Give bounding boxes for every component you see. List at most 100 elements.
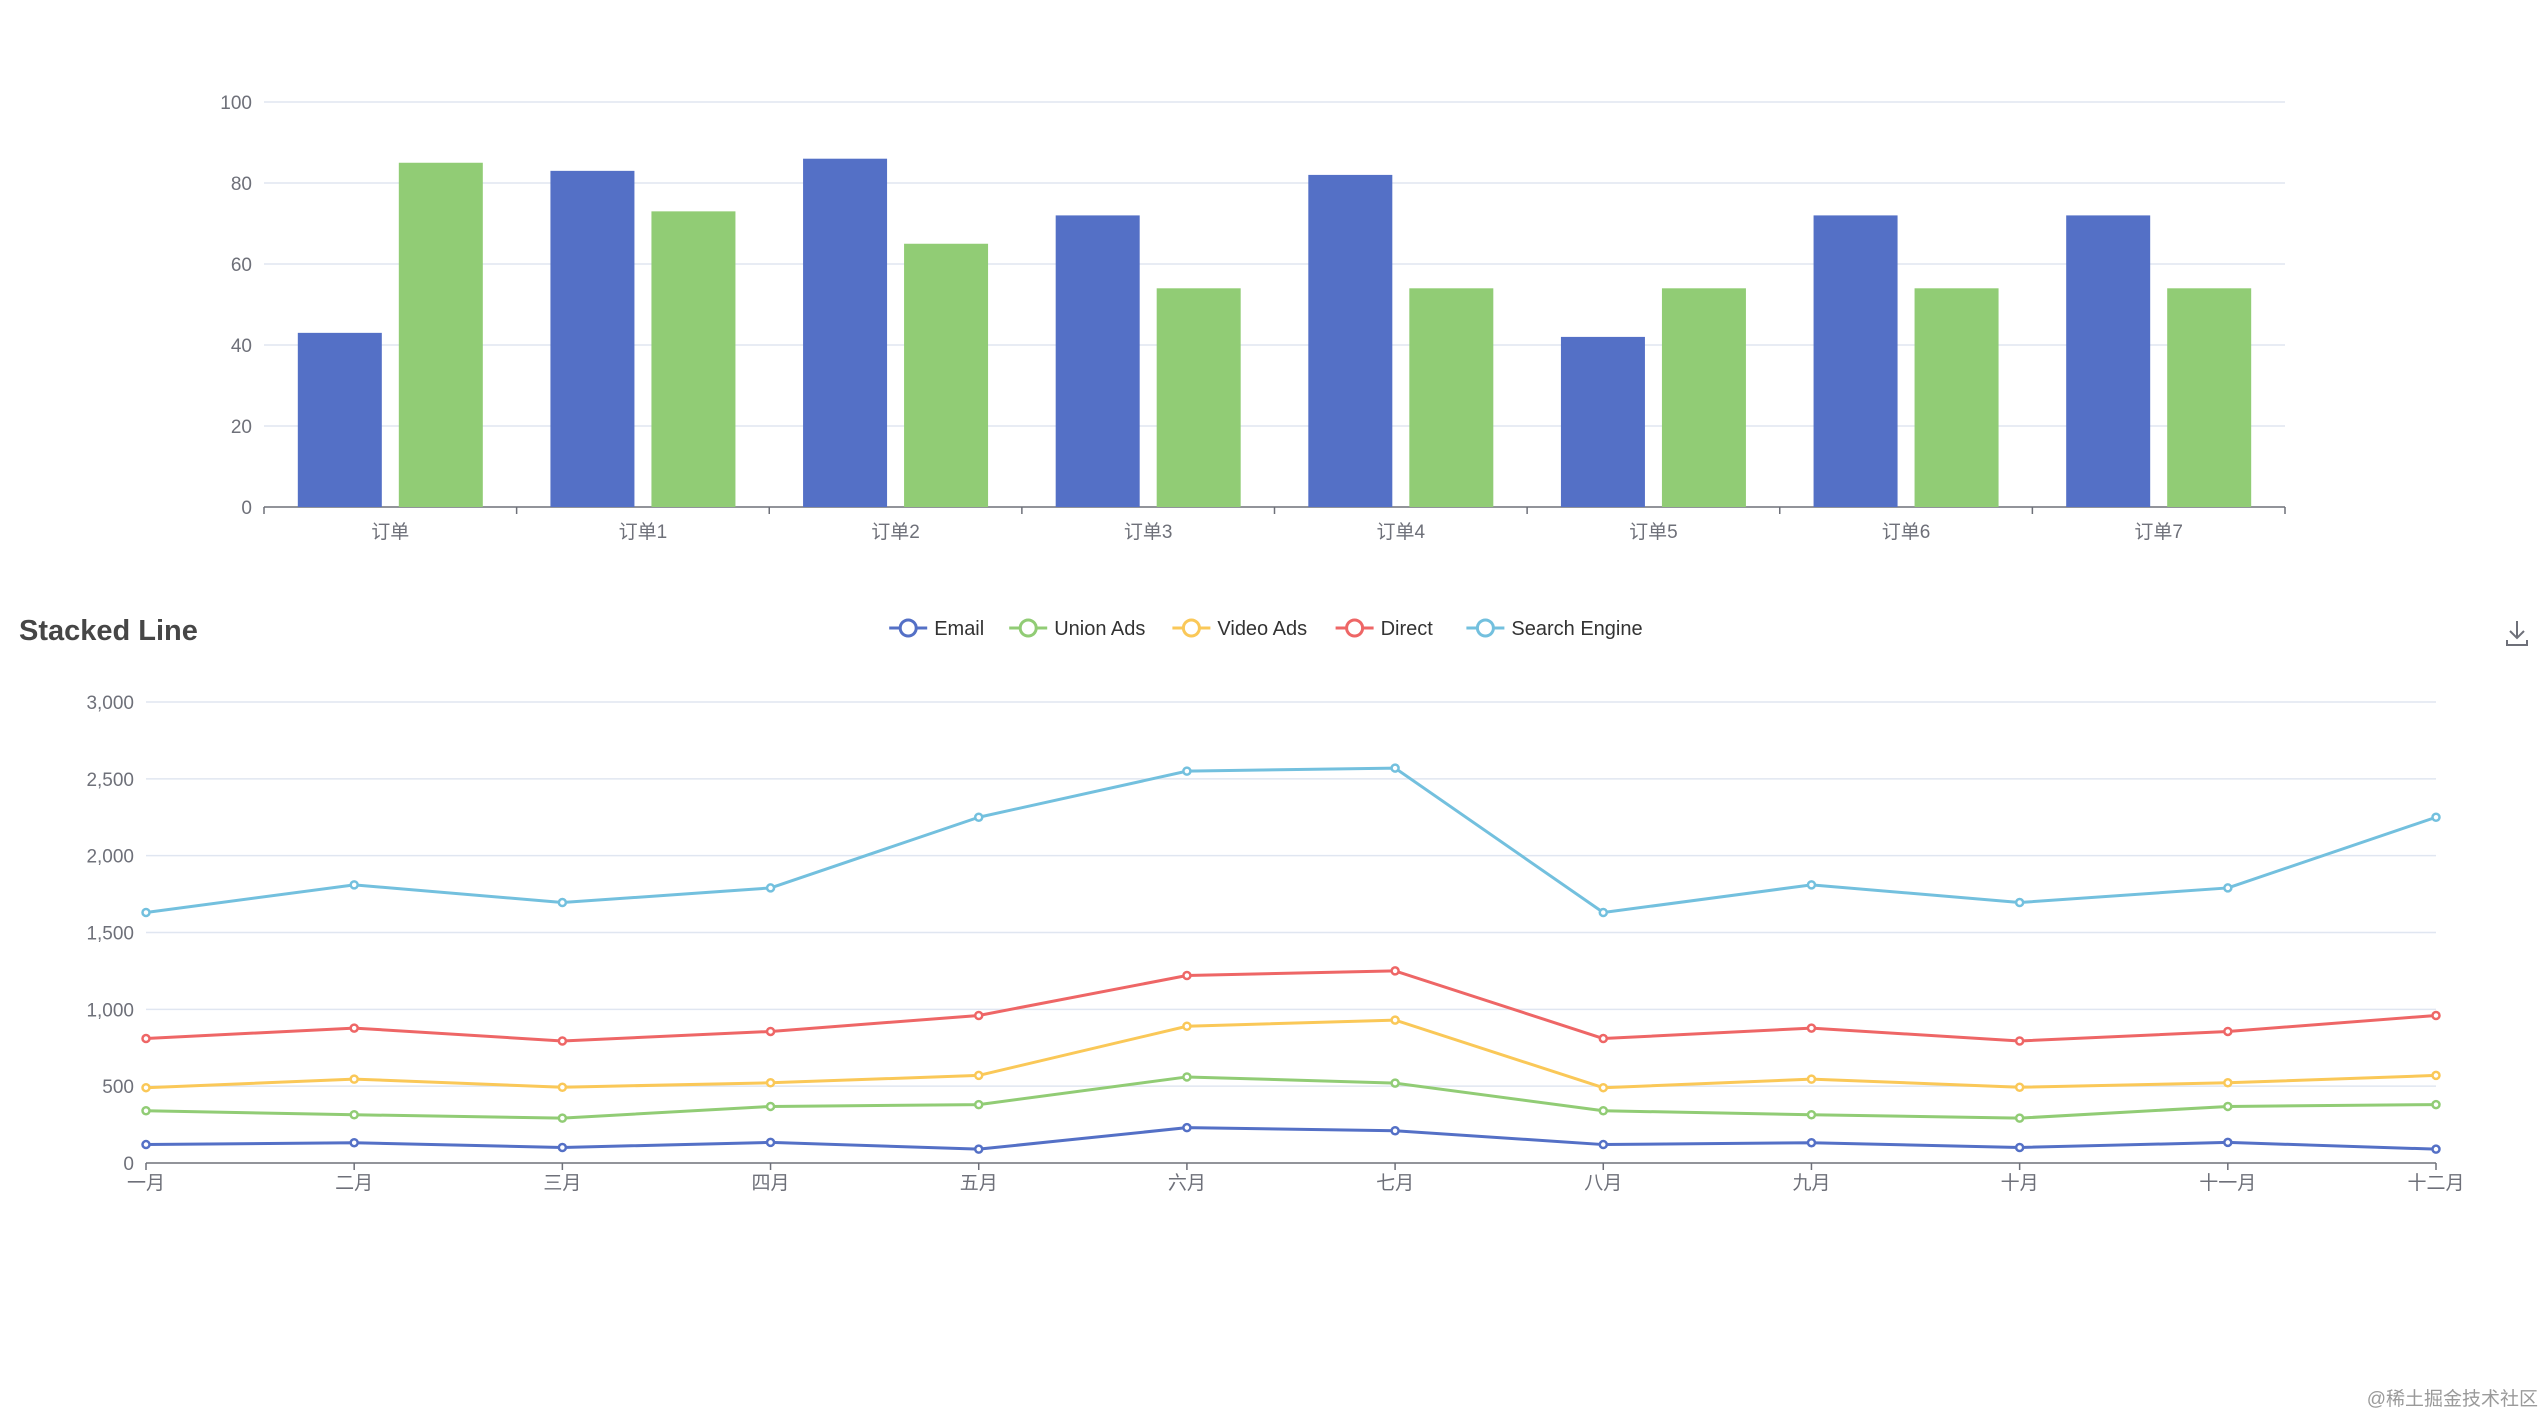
data-point [1182, 766, 1192, 776]
data-point [349, 1109, 359, 1120]
series-line [145, 1075, 2437, 1120]
legend-label: Video Ads [1217, 618, 1307, 640]
legend-marker [1345, 618, 1365, 638]
bar [1409, 288, 1494, 507]
data-point [1390, 763, 1400, 773]
data-point [349, 1023, 359, 1033]
data-point [1390, 1015, 1400, 1025]
data-point [557, 1113, 568, 1123]
x-tick-label: 二月 [335, 1173, 373, 1194]
data-point [973, 1010, 984, 1021]
x-tick-label: 订单5 [1629, 521, 1678, 543]
data-point [1806, 1109, 1817, 1120]
data-point [2014, 1142, 2025, 1153]
bar [1560, 336, 1645, 507]
data-point [349, 1137, 359, 1148]
legend-marker [1475, 618, 1495, 638]
data-point [1806, 880, 1817, 890]
bar [1156, 288, 1241, 507]
bar [651, 211, 736, 507]
data-point [1806, 1074, 1817, 1084]
bar [398, 162, 483, 507]
legend-label: Email [934, 618, 984, 640]
data-point [2223, 883, 2233, 893]
download-icon[interactable] [2504, 618, 2530, 648]
data-point [2014, 1113, 2025, 1123]
data-point [141, 1082, 151, 1093]
x-tick-label: 六月 [1168, 1172, 1206, 1194]
data-point [1182, 1072, 1192, 1082]
y-tick-label: 20 [231, 417, 252, 438]
legend-label: Union Ads [1054, 618, 1145, 640]
bar [803, 158, 888, 507]
x-tick-label: 订单3 [1124, 521, 1173, 543]
data-point [1598, 1082, 1609, 1093]
data-point [141, 1033, 151, 1044]
data-point [1598, 907, 1609, 918]
data-point [1390, 966, 1400, 976]
bar [2167, 288, 2252, 507]
watermark: @稀土掘金技术社区 [2367, 1388, 2538, 1410]
x-tick-label: 订单7 [2134, 521, 2183, 543]
data-point [141, 907, 151, 918]
data-point [557, 897, 568, 908]
x-tick-label: 订单6 [1882, 521, 1931, 543]
data-point [1390, 1078, 1400, 1088]
legend-marker [1181, 618, 1201, 638]
data-point [2431, 1099, 2441, 1110]
data-point [973, 1099, 984, 1110]
legend-item[interactable]: Direct [1335, 618, 1434, 640]
x-tick-label: 四月 [752, 1173, 790, 1194]
data-point [2014, 1082, 2025, 1092]
bar [904, 243, 989, 507]
chart-title: Stacked Line [19, 615, 198, 647]
legend-marker [898, 618, 918, 638]
data-point [1182, 970, 1192, 981]
legend-item[interactable]: Email [889, 618, 984, 640]
data-point [2431, 812, 2441, 822]
data-point [1598, 1033, 1609, 1044]
data-point [765, 1078, 776, 1088]
bar [1914, 288, 1999, 507]
y-tick-label: 80 [231, 174, 252, 195]
stacked-line-chart: Stacked Line 0 500 1,000 1,500 2,000 2,500 3,0… [19, 615, 2465, 1194]
x-tick-label: 八月 [1584, 1173, 1622, 1194]
x-tick-label: 订单2 [871, 521, 920, 543]
data-point [765, 883, 776, 893]
y-tick-label: 2,000 [86, 847, 134, 868]
y-tick-label: 1,000 [86, 1000, 134, 1021]
bar [1661, 288, 1746, 507]
data-point [557, 1036, 568, 1046]
legend-label: Search Engine [1511, 618, 1642, 640]
y-tick-label: 1,500 [86, 924, 134, 945]
data-point [2431, 1144, 2441, 1154]
x-tick-label: 七月 [1376, 1172, 1414, 1194]
y-tick-label: 0 [123, 1154, 134, 1175]
legend-item[interactable]: Search Engine [1466, 618, 1643, 640]
bar-chart: 0 20 40 60 80 100 订单 订单1 订单2 订单3 订单4 订单5 订单6 订单7 [220, 93, 2286, 543]
data-point [1598, 1106, 1609, 1116]
data-point [1806, 1137, 1817, 1148]
data-point [349, 1074, 359, 1084]
x-tick-label: 五月 [960, 1173, 998, 1194]
data-point [765, 1026, 776, 1037]
x-tick-label: 订单1 [619, 521, 668, 543]
data-point [557, 1082, 568, 1092]
series-line [145, 1126, 2437, 1151]
y-tick-label: 100 [220, 93, 252, 114]
data-point [2431, 1070, 2441, 1081]
data-point [1598, 1139, 1609, 1150]
bar [297, 332, 382, 507]
data-point [2431, 1010, 2441, 1021]
legend-marker [1018, 618, 1038, 638]
data-point [349, 880, 359, 890]
data-point [2223, 1101, 2233, 1112]
series-line [145, 1018, 2437, 1090]
data-point [973, 1070, 984, 1081]
series-line [145, 969, 2437, 1043]
legend-item[interactable]: Video Ads [1172, 618, 1307, 640]
y-tick-label: 40 [231, 336, 252, 357]
legend-item[interactable]: Union Ads [1009, 618, 1145, 640]
data-point [2014, 897, 2025, 908]
